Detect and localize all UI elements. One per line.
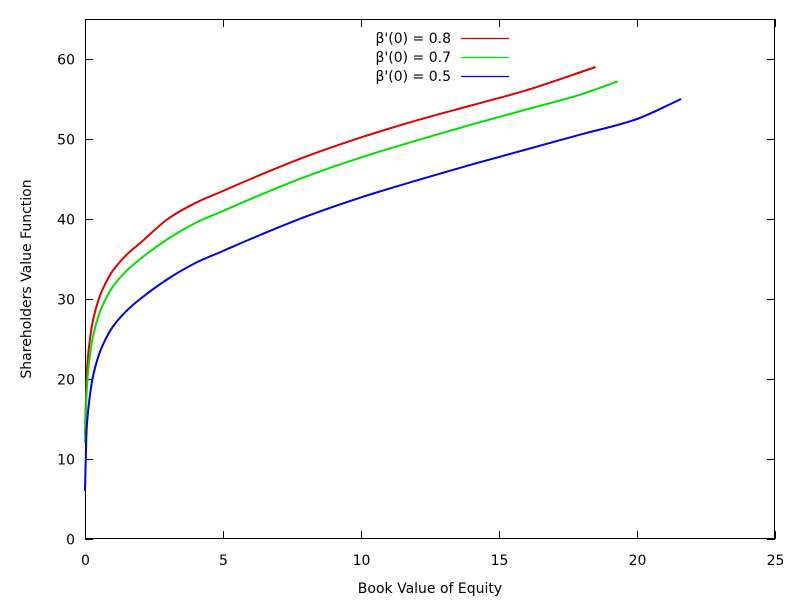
y-tick-label: 30 [57, 293, 75, 309]
legend: β'(0) = 0.8 β'(0) = 0.7 β'(0) = 0.5 [375, 31, 509, 85]
series-line-0 [84, 66, 596, 436]
plot-frame [85, 19, 775, 539]
y-tick-label: 0 [66, 533, 75, 549]
x-tick-label: 15 [491, 553, 509, 569]
y-tick-label: 10 [57, 453, 75, 469]
series-lines [84, 66, 682, 492]
y-tick-label: 20 [57, 373, 75, 389]
x-tick-label: 0 [81, 553, 90, 569]
y-tick-label: 50 [57, 133, 75, 149]
legend-label: β'(0) = 0.7 [375, 50, 451, 66]
y-tick-label: 40 [57, 213, 75, 229]
x-tick-label: 25 [767, 553, 785, 569]
x-tick-label: 20 [629, 553, 647, 569]
legend-label: β'(0) = 0.8 [375, 31, 451, 47]
series-line-1 [84, 80, 619, 444]
y-tick-label: 60 [57, 53, 75, 69]
y-axis-label: Shareholders Value Function [19, 179, 35, 378]
axis-ticks: 0 5 10 15 20 25 0 10 20 30 40 50 60 [57, 19, 784, 569]
x-tick-label: 10 [353, 553, 371, 569]
series-line-2 [84, 98, 682, 492]
x-tick-label: 5 [219, 553, 228, 569]
legend-label: β'(0) = 0.5 [375, 69, 451, 85]
x-axis-label: Book Value of Equity [358, 581, 502, 597]
